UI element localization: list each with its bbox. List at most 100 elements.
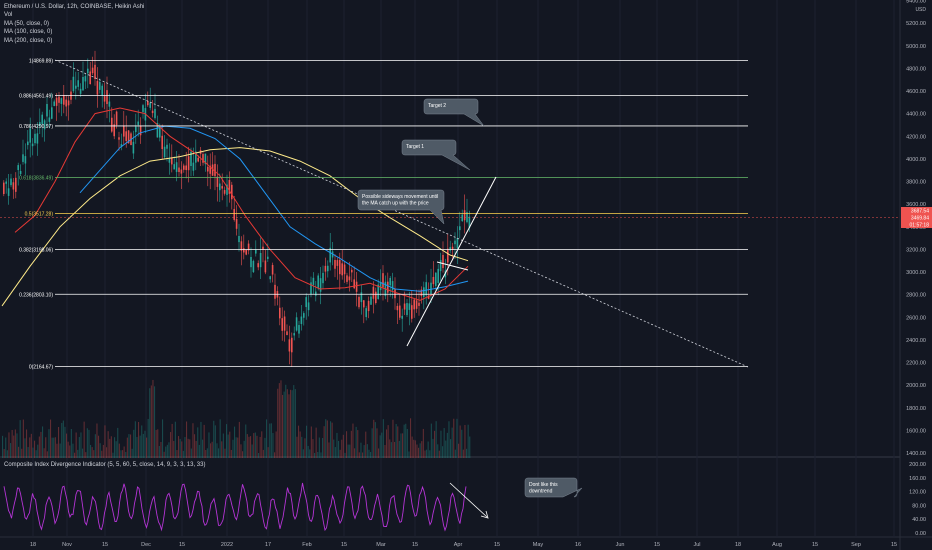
time-tick-15: Jun [616, 542, 625, 548]
callout-downtrend-bubble [524, 477, 583, 498]
indicator-tick-2: 120.00 [909, 490, 926, 496]
price-tick-2: 5000.00 [906, 44, 926, 50]
time-tick-7: Feb [302, 542, 311, 548]
callout-target1-bubble [401, 139, 471, 171]
price-tick-20: 1400.00 [906, 451, 926, 457]
indicator-tick-1: 160.00 [909, 476, 926, 482]
time-axis: 18 Nov 15 Dec 15 2022 17 Feb 15 Mar 15 Apr 15 May 16 Ju… [30, 542, 897, 548]
fib-label-0.382: 0.382(3198.06) [19, 248, 53, 254]
callout-target2: Target 2 [423, 98, 485, 127]
callout-target2-bubble [423, 98, 485, 127]
callout-sideways-bubble [357, 189, 445, 225]
time-tick-5: 2022 [221, 542, 233, 548]
price-label-0: 3687.54 [911, 208, 929, 214]
time-tick-22: 15 [891, 542, 897, 548]
time-tick-3: Dec [141, 542, 151, 548]
indicator-axis: 200.00 160.00 120.00 80.00 40.00 0.00 [909, 462, 926, 537]
support-trendline [406, 176, 497, 347]
time-tick-11: Apr [454, 542, 463, 548]
currency-label: USD [915, 7, 926, 13]
price-label-box-2 [901, 221, 932, 228]
price-label-1: 3469.84 [911, 215, 929, 221]
price-tick-18: 1800.00 [906, 406, 926, 412]
price-axis: 5400.00 5200.00 5000.00 4800.00 4600.00 4400.… [906, 0, 926, 457]
indicator-tick-3: 80.00 [912, 503, 926, 509]
indicator-tick-5: 0.00 [915, 531, 926, 537]
ma200-legend[interactable]: MA (200, close, 0) [4, 37, 53, 44]
price-tick-1: 5200.00 [906, 21, 926, 27]
time-tick-14: 16 [575, 542, 581, 548]
price-tick-4: 4600.00 [906, 89, 926, 95]
price-tick-12: 3000.00 [906, 270, 926, 276]
time-tick-8: 15 [341, 542, 347, 548]
fib-label-1: 1(4869.89) [29, 58, 54, 64]
time-tick-21: Sep [851, 542, 861, 548]
time-tick-0: 18 [30, 542, 36, 548]
volume-bars [2, 379, 471, 458]
price-tick-9: 3600.00 [906, 202, 926, 208]
callout-downtrend-text-1: downtrend [529, 489, 553, 495]
ma100-legend[interactable]: MA (100, close, 0) [4, 29, 53, 36]
price-tick-7: 4000.00 [906, 157, 926, 163]
indicator-tick-0: 200.00 [909, 462, 926, 468]
time-tick-17: Jul [693, 542, 700, 548]
time-tick-4: 15 [179, 542, 185, 548]
time-tick-20: 15 [812, 542, 818, 548]
ma50-legend[interactable]: MA (50, close, 0) [4, 20, 50, 27]
downtrend-arrow-head [480, 510, 489, 519]
time-tick-19: Aug [772, 542, 782, 548]
price-tick-6: 4200.00 [906, 134, 926, 140]
price-label-box-1 [901, 214, 932, 221]
time-tick-6: 17 [265, 542, 271, 548]
callout-sideways-text-1: the MA catch up with the price [362, 201, 429, 207]
time-tick-2: 15 [102, 542, 108, 548]
time-tick-13: May [533, 542, 544, 548]
callout-target1: Target 1 [401, 139, 471, 171]
fib-label-0.618: 0.618(3836.49) [19, 175, 53, 181]
grid [32, 0, 895, 537]
downtrend-arrow-line [449, 482, 488, 518]
indicator-tick-4: 40.00 [912, 517, 926, 523]
fib-label-0.236: 0.236(2803.10) [19, 292, 53, 298]
ma200-line [1, 147, 469, 307]
time-tick-16: 15 [654, 542, 660, 548]
projection-line [436, 261, 469, 271]
callout-downtrend-text-0: Dont like this [529, 482, 558, 488]
callout-target1-text-0: Target 1 [406, 144, 424, 150]
price-label-2: 01:57:18 [910, 222, 930, 228]
time-tick-12: 15 [494, 542, 500, 548]
price-tick-15: 2400.00 [906, 338, 926, 344]
fib-label-0.786: 0.786(4290.97) [19, 124, 53, 130]
price-tick-13: 2800.00 [906, 293, 926, 299]
price-tick-19: 1600.00 [906, 428, 926, 434]
volume-legend[interactable]: Vol [4, 12, 13, 19]
indicator-title[interactable]: Composite Index Divergence Indicator (5,… [4, 462, 206, 468]
fib-label-0.5: 0.5(3517.28) [25, 211, 54, 217]
symbol-title[interactable]: Ethereum / U.S. Dollar, 12h, COINBASE, H… [4, 4, 145, 10]
fib-label-0: 0(2164.67) [29, 364, 54, 370]
ma50-line [14, 107, 469, 301]
price-label-box-0 [901, 207, 932, 214]
composite-index-line [3, 482, 467, 532]
price-tick-11: 3200.00 [906, 247, 926, 253]
time-tick-10: 15 [412, 542, 418, 548]
price-tick-14: 2600.00 [906, 315, 926, 321]
price-tick-16: 2200.00 [906, 361, 926, 367]
chart-legend: Ethereum / U.S. Dollar, 12h, COINBASE, H… [4, 3, 144, 45]
price-tick-17: 2000.00 [906, 383, 926, 389]
price-tick-3: 4800.00 [906, 66, 926, 72]
time-tick-9: Mar [376, 542, 386, 548]
price-tick-0: 5400.00 [906, 0, 926, 5]
callout-sideways-text-0: Possible sideways movement until [362, 194, 438, 200]
fib-label-0.886: 0.886(4561.49) [19, 93, 53, 99]
time-tick-18: 18 [735, 542, 741, 548]
ma100-line [79, 125, 469, 292]
fib-retracement: 1(4869.89) 0.886(4561.49) 0.786(4290.97) 0.… [19, 58, 748, 370]
candles [3, 50, 471, 368]
price-tick-5: 4400.00 [906, 112, 926, 118]
callout-target2-text-0: Target 2 [428, 103, 446, 109]
